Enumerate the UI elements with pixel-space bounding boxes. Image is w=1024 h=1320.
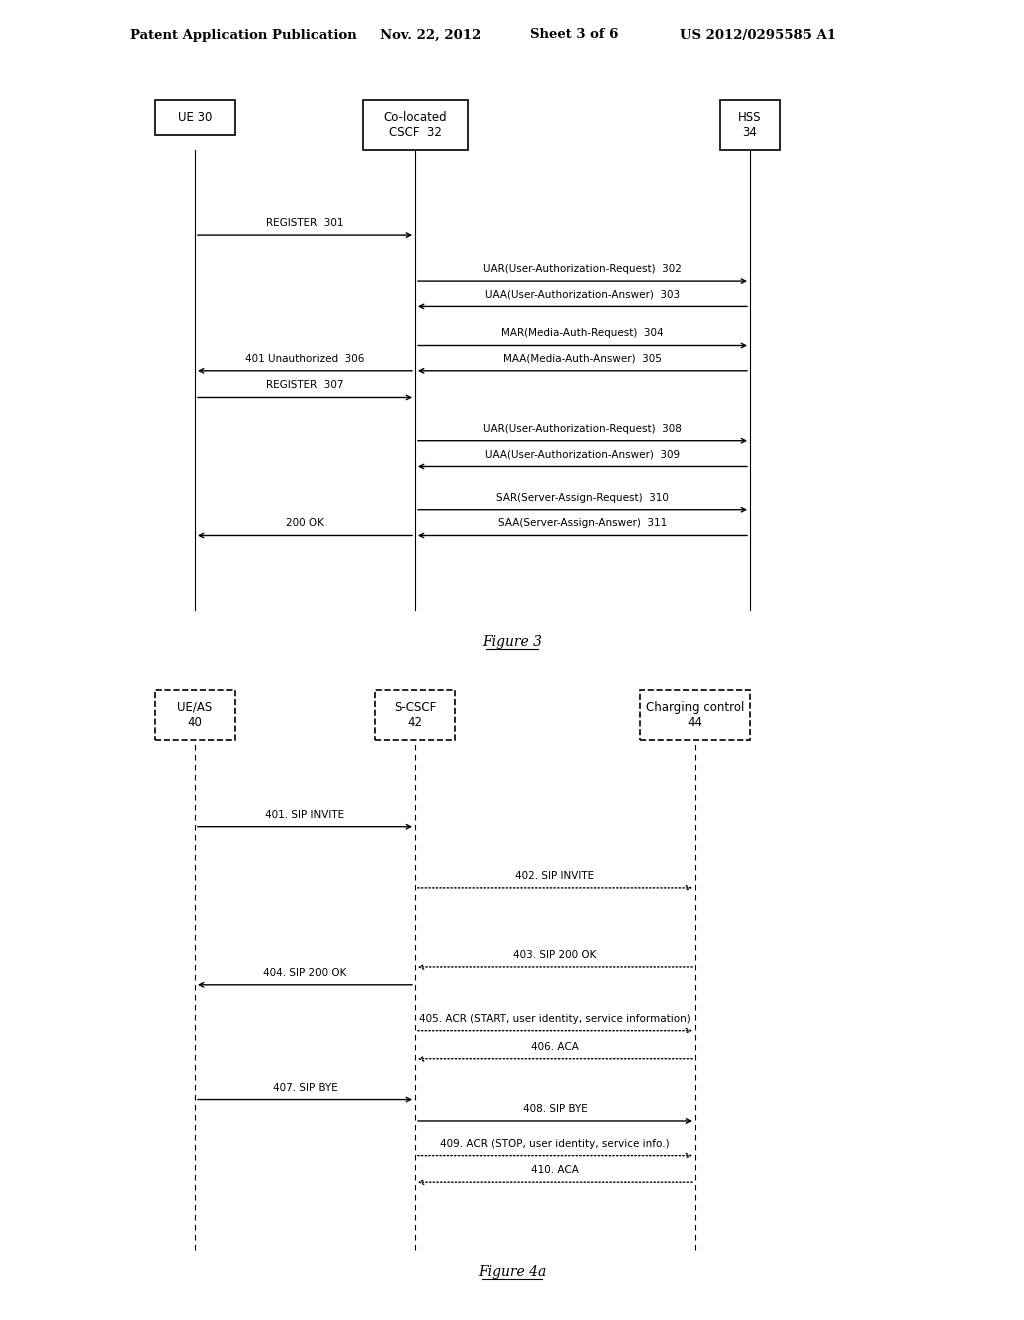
Text: SAA(Server-Assign-Answer)  311: SAA(Server-Assign-Answer) 311 — [498, 519, 667, 528]
Text: 401. SIP INVITE: 401. SIP INVITE — [265, 809, 344, 820]
Text: HSS
34: HSS 34 — [738, 111, 762, 139]
Text: UAA(User-Authorization-Answer)  303: UAA(User-Authorization-Answer) 303 — [485, 289, 680, 300]
Text: MAA(Media-Auth-Answer)  305: MAA(Media-Auth-Answer) 305 — [503, 354, 662, 364]
Text: Figure 4a: Figure 4a — [478, 1265, 546, 1279]
Text: Charging control
44: Charging control 44 — [646, 701, 744, 729]
Text: S-CSCF
42: S-CSCF 42 — [394, 701, 436, 729]
Text: 200 OK: 200 OK — [286, 519, 324, 528]
Text: 402. SIP INVITE: 402. SIP INVITE — [515, 871, 595, 880]
Text: 410. ACA: 410. ACA — [531, 1166, 579, 1175]
Text: 405. ACR (START, user identity, service information): 405. ACR (START, user identity, service … — [419, 1014, 691, 1024]
Text: 404. SIP 200 OK: 404. SIP 200 OK — [263, 968, 347, 978]
Text: UE 30: UE 30 — [178, 111, 212, 124]
Text: MAR(Media-Auth-Request)  304: MAR(Media-Auth-Request) 304 — [501, 329, 664, 338]
Text: 409. ACR (STOP, user identity, service info.): 409. ACR (STOP, user identity, service i… — [440, 1139, 670, 1148]
Text: Figure 3: Figure 3 — [482, 635, 542, 649]
Text: US 2012/0295585 A1: US 2012/0295585 A1 — [680, 29, 836, 41]
Text: UAA(User-Authorization-Answer)  309: UAA(User-Authorization-Answer) 309 — [485, 450, 680, 459]
Bar — [720, 100, 780, 150]
Text: Nov. 22, 2012: Nov. 22, 2012 — [380, 29, 481, 41]
Text: REGISTER  307: REGISTER 307 — [266, 380, 344, 391]
Text: UAR(User-Authorization-Request)  308: UAR(User-Authorization-Request) 308 — [483, 424, 682, 434]
Text: Co-located
CSCF  32: Co-located CSCF 32 — [383, 111, 446, 139]
Bar — [362, 100, 468, 150]
Bar — [155, 690, 234, 741]
Text: 407. SIP BYE: 407. SIP BYE — [272, 1082, 337, 1093]
Text: UE/AS
40: UE/AS 40 — [177, 701, 213, 729]
Text: 406. ACA: 406. ACA — [531, 1041, 579, 1052]
Text: Sheet 3 of 6: Sheet 3 of 6 — [530, 29, 618, 41]
Bar — [375, 690, 455, 741]
Text: REGISTER  301: REGISTER 301 — [266, 218, 344, 228]
Text: UAR(User-Authorization-Request)  302: UAR(User-Authorization-Request) 302 — [483, 264, 682, 275]
Bar — [640, 690, 750, 741]
Text: 403. SIP 200 OK: 403. SIP 200 OK — [513, 950, 597, 960]
Text: SAR(Server-Assign-Request)  310: SAR(Server-Assign-Request) 310 — [496, 492, 669, 503]
Text: 408. SIP BYE: 408. SIP BYE — [522, 1104, 588, 1114]
Bar — [155, 100, 234, 135]
Text: Patent Application Publication: Patent Application Publication — [130, 29, 356, 41]
Text: 401 Unauthorized  306: 401 Unauthorized 306 — [246, 354, 365, 364]
